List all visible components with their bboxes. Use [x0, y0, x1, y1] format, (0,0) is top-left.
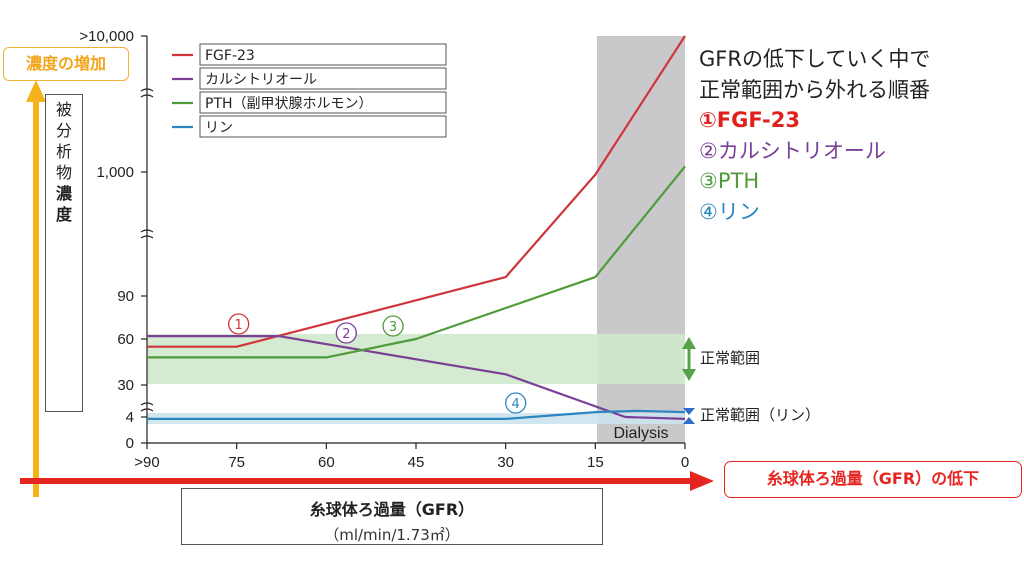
order-item: ④リン [699, 199, 760, 224]
series-line [147, 35, 686, 348]
y-tick-label: 4 [126, 409, 134, 426]
legend: FGF-23 カルシトリオール PTH（副甲状腺ホルモン） リン [172, 43, 447, 138]
y-tick-label: >10,000 [79, 28, 134, 45]
side-title-line2: 正常範囲から外れる順番 [699, 77, 930, 102]
legend-box [199, 43, 447, 66]
svg-text:3: 3 [389, 320, 397, 335]
y-label-char: 析 [55, 142, 72, 161]
x-axis-unit: （ml/min/1.73㎡） [324, 526, 460, 544]
x-decrease-arrow [20, 471, 714, 491]
y-axis-label-box: 被 分 析 物 濃 度 [45, 94, 83, 412]
normal-range-label: 正常範囲 [700, 349, 760, 367]
x-axis-title-box: 糸球体ろ過量（GFR） （ml/min/1.73㎡） [181, 488, 603, 545]
svg-text:1: 1 [235, 318, 243, 333]
series-line [147, 165, 686, 359]
y-tick-label: 90 [117, 288, 134, 305]
series-line [147, 409, 686, 420]
y-label-char: 被 [55, 100, 72, 119]
legend-box [199, 67, 447, 90]
legend-label: リン [205, 120, 233, 136]
order-item: ②カルシトリオール [699, 138, 886, 163]
legend-label: FGF-23 [205, 48, 255, 64]
x-tick-label: 75 [228, 454, 245, 471]
y-label-char: 分 [55, 121, 72, 140]
y-label-char: 物 [55, 163, 72, 182]
normal-range-arrow [682, 337, 696, 381]
order-marker: 4 [505, 392, 527, 414]
y-axis-break-middle [140, 229, 154, 239]
gfr-decrease-label: 糸球体ろ過量（GFR）の低下 [724, 461, 1022, 498]
x-tick-label: 15 [587, 454, 604, 471]
order-marker: 3 [382, 315, 404, 337]
x-tick-label: 30 [497, 454, 514, 471]
y-tick-label: 60 [117, 331, 134, 348]
y-tick-label: 1,000 [96, 164, 134, 181]
side-annotation: GFRの低下していく中で 正常範囲から外れる順番 ①FGF-23 ②カルシトリオー… [699, 44, 1019, 227]
y-axis-break-upper [140, 88, 154, 98]
x-tick-label: >90 [134, 454, 159, 471]
legend-box [199, 91, 447, 114]
x-tick-label: 0 [681, 454, 689, 471]
concentration-increase-label: 濃度の増加 [3, 47, 129, 81]
phosphate-normal-range-label: 正常範囲（リン） [700, 406, 820, 424]
series-line [147, 335, 686, 420]
svg-text:4: 4 [512, 397, 520, 412]
order-item: ①FGF-23 [699, 108, 801, 132]
y-tick-label: 30 [117, 377, 134, 394]
svg-text:2: 2 [342, 327, 350, 342]
dialysis-label: Dialysis [613, 425, 668, 442]
phosphate-range-arrow [683, 408, 695, 424]
legend-label: カルシトリオール [205, 72, 317, 88]
y-label-char: 濃 [55, 184, 72, 203]
x-tick-label: 60 [318, 454, 335, 471]
side-title-line1: GFRの低下していく中で [699, 47, 931, 71]
y-axis-break-lower [140, 402, 154, 412]
order-marker: 2 [335, 322, 357, 344]
y-label-char: 度 [55, 205, 72, 224]
legend-box [199, 115, 447, 138]
x-axis-title: 糸球体ろ過量（GFR） [309, 500, 475, 519]
order-item: ③PTH [699, 169, 760, 193]
y-tick-label: 0 [126, 435, 134, 452]
x-tick-label: 45 [408, 454, 425, 471]
order-marker: 1 [228, 313, 250, 335]
legend-label: PTH（副甲状腺ホルモン） [205, 96, 373, 112]
order-list: ①FGF-23 ②カルシトリオール ③PTH ④リン [699, 105, 1019, 227]
y-increase-arrow [26, 80, 46, 497]
